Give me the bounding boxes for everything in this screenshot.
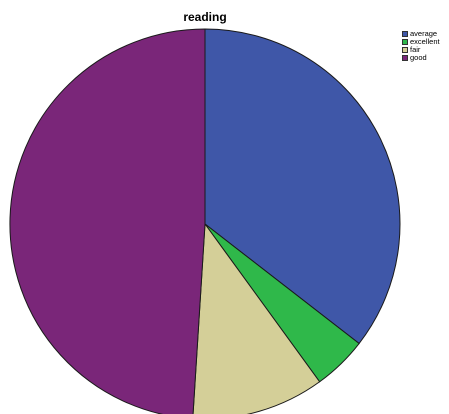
pie-slice-average <box>204 28 401 345</box>
legend-item-excellent: excellent <box>402 38 440 46</box>
legend-swatch-good <box>402 55 408 61</box>
legend: average excellent fair good <box>402 30 440 62</box>
legend-swatch-fair <box>402 47 408 53</box>
legend-label-good: good <box>410 53 427 62</box>
pie-slice-good <box>9 28 206 414</box>
legend-swatch-average <box>402 31 408 37</box>
legend-swatch-excellent <box>402 39 408 45</box>
chart-title: reading <box>183 10 227 24</box>
legend-item-fair: fair <box>402 46 440 54</box>
legend-label-fair: fair <box>410 45 421 54</box>
legend-item-average: average <box>402 30 440 38</box>
pie-slice-fair <box>192 222 321 414</box>
legend-label-average: average <box>410 29 438 38</box>
legend-label-excellent: excellent <box>410 37 440 46</box>
legend-item-good: good <box>402 54 440 62</box>
